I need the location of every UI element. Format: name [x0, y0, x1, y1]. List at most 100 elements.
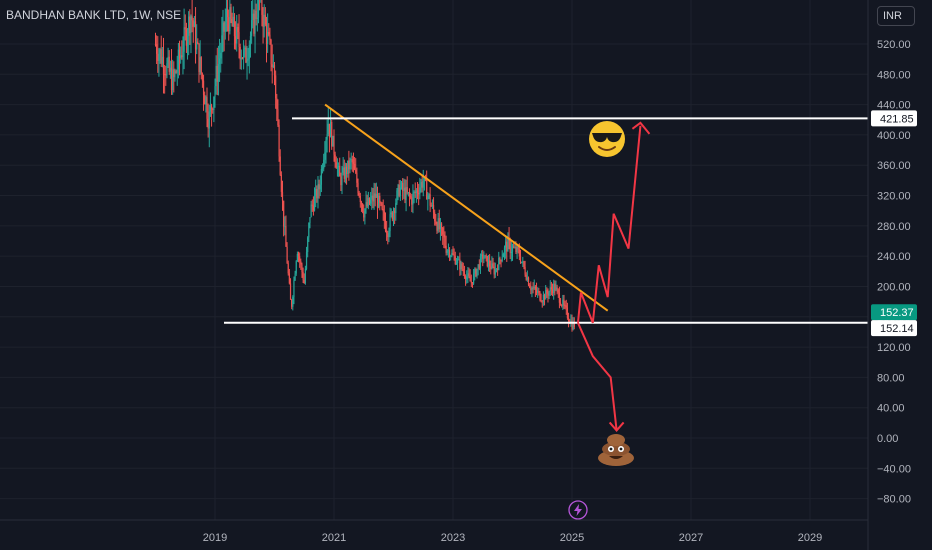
- candle-body: [360, 202, 363, 204]
- candle-body: [516, 247, 518, 252]
- lightning-event-icon[interactable]: [568, 500, 588, 520]
- candle-body: [325, 139, 327, 153]
- candle-body: [308, 223, 310, 238]
- candle-body: [349, 160, 351, 170]
- candle-body: [562, 299, 564, 306]
- candle-body: [416, 190, 419, 193]
- candle-body: [452, 253, 454, 255]
- candle-body: [329, 121, 332, 138]
- candle-body: [236, 27, 238, 44]
- currency-button[interactable]: INR: [877, 6, 915, 26]
- candle-body: [394, 210, 396, 214]
- candle-body: [252, 13, 254, 21]
- candle-body: [463, 271, 466, 277]
- candle-body: [527, 277, 530, 286]
- time-tick-label: 2021: [322, 532, 346, 544]
- candle-body: [278, 125, 280, 157]
- candle-body: [426, 179, 428, 200]
- candle-body: [390, 212, 392, 215]
- candle-body: [323, 159, 325, 169]
- candle-body: [313, 196, 316, 211]
- price-tick-label: 400.00: [877, 130, 911, 142]
- candle-body: [311, 204, 313, 206]
- svg-text:152.14: 152.14: [880, 323, 914, 335]
- bearish-projection-path[interactable]: [577, 322, 618, 431]
- time-axis[interactable]: 2019 2021 2023 2025 2027 2029: [0, 519, 868, 544]
- candle-body: [445, 245, 447, 253]
- candle-body: [410, 196, 412, 198]
- candle-body: [469, 276, 471, 282]
- candle-body: [283, 200, 285, 227]
- candle-body: [538, 291, 540, 293]
- candle-body: [331, 121, 333, 147]
- candle-body: [262, 14, 264, 27]
- candle-body: [199, 57, 201, 72]
- candle-body: [526, 277, 528, 280]
- candle-body: [509, 240, 511, 254]
- candle-body: [353, 163, 356, 170]
- candle-body: [318, 184, 320, 190]
- candle-body: [309, 217, 311, 224]
- candle-body: [383, 211, 385, 221]
- descending-trendline[interactable]: [324, 103, 609, 312]
- candle-body: [565, 305, 567, 308]
- candle-body: [240, 57, 242, 60]
- candle-body: [165, 74, 167, 76]
- price-tick-label: −40.00: [877, 463, 911, 475]
- candle-body: [495, 268, 498, 270]
- candle-body: [453, 254, 455, 257]
- candle-body: [189, 16, 191, 34]
- bullish-projection-path[interactable]: [576, 125, 642, 324]
- price-axis[interactable]: 520.00 480.00 440.00 400.00 360.00 320.00 280.…: [867, 0, 911, 550]
- candle-body: [515, 247, 517, 252]
- candle-body: [431, 205, 434, 207]
- candle-body: [241, 57, 244, 59]
- candle-body: [541, 301, 543, 303]
- chart-grid: [0, 0, 868, 520]
- price-tick-label: 120.00: [877, 342, 911, 354]
- candle-body: [159, 49, 161, 54]
- candle-body: [454, 256, 456, 265]
- time-tick-label: 2029: [798, 532, 822, 544]
- candle-body: [198, 43, 200, 72]
- candle-body: [502, 254, 504, 258]
- price-tick-label: 360.00: [877, 160, 911, 172]
- resistance-price-tag: 421.85: [871, 110, 917, 127]
- candle-body: [461, 263, 463, 270]
- candle-body: [222, 22, 224, 36]
- candle-body: [371, 195, 373, 200]
- candle-body: [458, 259, 460, 261]
- candle-body: [533, 286, 535, 289]
- candle-body: [280, 174, 282, 192]
- candle-body: [434, 212, 436, 222]
- candle-body: [174, 71, 176, 78]
- candle-body: [485, 255, 487, 257]
- candle-body: [499, 257, 501, 260]
- candle-body: [273, 65, 276, 76]
- candle-body: [246, 60, 248, 63]
- candle-body: [386, 230, 388, 234]
- candle-body: [447, 250, 450, 252]
- time-tick-label: 2025: [560, 532, 584, 544]
- candle-body: [173, 69, 175, 78]
- candle-body: [395, 203, 397, 214]
- price-tick-label: 40.00: [877, 403, 905, 415]
- candle-body: [256, 17, 258, 19]
- candle-body: [315, 188, 317, 197]
- candle-body: [363, 211, 365, 218]
- candle-body: [392, 210, 395, 220]
- candle-body: [292, 297, 294, 307]
- candle-body: [348, 160, 350, 170]
- candle-body: [358, 192, 360, 197]
- candle-body: [228, 17, 230, 32]
- candle-body: [357, 182, 359, 193]
- candle-body: [556, 287, 558, 290]
- candle-body: [185, 29, 187, 46]
- candle-body: [550, 287, 553, 290]
- candle-body: [161, 56, 163, 64]
- candle-body: [234, 36, 237, 44]
- candle-body: [190, 16, 192, 34]
- svg-text:421.85: 421.85: [880, 113, 914, 125]
- candle-body: [380, 202, 382, 204]
